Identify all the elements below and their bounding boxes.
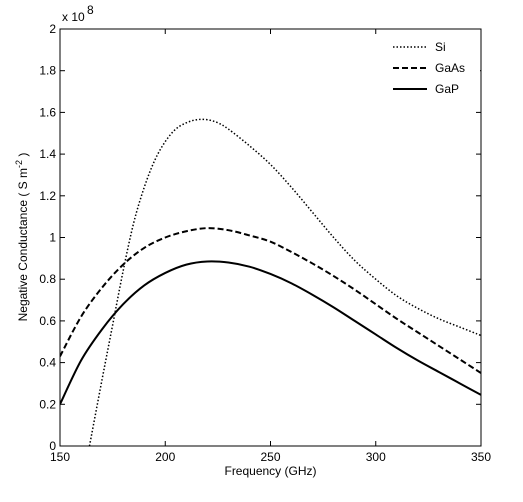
x-tick-label: 300 (366, 450, 386, 464)
y-tick-label: 1 (49, 231, 56, 245)
y-axis-label-main: Negative Conductance ( S m (16, 168, 30, 321)
series-line-gap (60, 260, 481, 405)
legend-label-gaas: GaAs (435, 61, 465, 75)
series-line-gaas (60, 227, 481, 374)
y-multiplier-exponent: 8 (87, 3, 94, 17)
series-layer (60, 118, 481, 446)
y-tick-label: 0.4 (39, 356, 56, 370)
y-axis-label-superscript: -2 (14, 160, 24, 168)
y-tick-label: 2 (49, 22, 56, 36)
y-axis-label: Negative Conductance ( S m-2 ) (14, 153, 30, 322)
y-tick-label: 1.8 (39, 64, 56, 78)
y-tick-label: 1.2 (39, 189, 56, 203)
y-axis-label-suffix: ) (16, 153, 30, 160)
legend-label-gap: GaP (435, 82, 459, 96)
x-tick-label: 350 (471, 450, 491, 464)
ticks-layer: 150 200 250 300 350 0 0.2 0.4 0.6 0.8 1 1.2 1.4 1.6 1.… (39, 22, 491, 464)
y-tick-label: 0.2 (39, 397, 56, 411)
x-tick-label: 200 (155, 450, 175, 464)
y-tick-label: 1.4 (39, 147, 56, 161)
y-multiplier-label: x 10 (62, 10, 85, 24)
legend-label-si: Si (435, 40, 446, 54)
series-line-si (88, 118, 481, 446)
y-tick-label: 0.6 (39, 314, 56, 328)
legend: Si GaAs GaP (382, 35, 480, 103)
y-tick-label: 0 (49, 439, 56, 453)
y-tick-label: 0.8 (39, 272, 56, 286)
x-tick-label: 150 (50, 450, 70, 464)
x-tick-label: 250 (260, 450, 280, 464)
x-axis-label: Frequency (GHz) (224, 464, 316, 478)
y-tick-label: 1.6 (39, 105, 56, 119)
